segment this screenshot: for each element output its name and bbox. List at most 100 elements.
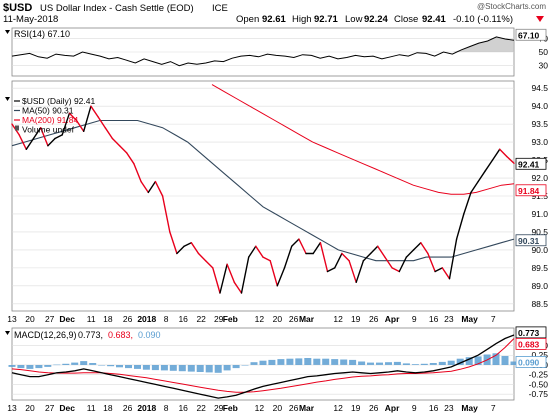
macd-histogram-bar [492, 353, 500, 365]
x-tick-label: 12 [333, 403, 343, 413]
tick-label: 89.5 [531, 263, 548, 273]
price-segment [441, 267, 451, 280]
macd-histogram-bar [89, 363, 97, 365]
x-tick-label: 18 [103, 314, 113, 324]
tick-label: 93.5 [531, 119, 548, 129]
ma200-last-value-box [515, 184, 547, 197]
x-tick-label: Apr [385, 403, 400, 413]
macd-signal-line [11, 338, 515, 393]
x-tick-label: 16 [429, 403, 439, 413]
price-segment [398, 256, 408, 273]
macd-histogram-bar [134, 365, 141, 369]
x-tick-label: 22 [196, 403, 206, 413]
macd-histogram-bar [438, 361, 446, 365]
x-tick-label: 2018 [137, 403, 156, 413]
x-tick-label: Dec [59, 403, 75, 413]
close-value: 92.41 [422, 14, 446, 25]
instrument-name: US Dollar Index - Cash Settle (EOD) [40, 3, 194, 14]
price-segment [463, 191, 472, 215]
macd-histogram-bar [358, 361, 366, 365]
x-tick-label: 16 [178, 403, 188, 413]
x-tick-label: 13 [7, 314, 17, 324]
tick-label: -0.50 [529, 379, 549, 389]
price-segment [118, 144, 128, 154]
x-tick-label: Feb [223, 314, 238, 324]
price-segment [326, 267, 336, 273]
macd-histogram-bar [98, 365, 106, 366]
price-segment [506, 155, 515, 165]
macd-panel: 0.500.250.00-0.25-0.50-0.75MACD(12,26,9)… [5, 326, 549, 401]
x-tick-label: 20 [25, 314, 35, 324]
macd-histogram-bar [178, 365, 186, 372]
price-segment [348, 260, 357, 283]
macd-histogram-bar [313, 358, 321, 365]
x-tick-label: Apr [385, 314, 400, 324]
legend-entry: Volume undef [22, 125, 75, 135]
tick-label: 50 [539, 47, 549, 57]
macd-histogram-bar [196, 365, 204, 372]
price-segment [97, 116, 106, 129]
low-value: 92.24 [364, 14, 388, 25]
price-last-value: 92.41 [518, 159, 540, 169]
macd-legend-signal: 0.683, [108, 330, 133, 340]
ma50-last-value: 90.31 [518, 236, 540, 246]
x-tick-label: 8 [164, 403, 169, 413]
price-segment [226, 263, 236, 283]
macd-legend-label: MACD(12,26,9) [14, 330, 77, 340]
rsi-fill-area [452, 36, 514, 52]
x-tick-label: 26 [123, 403, 133, 413]
high-label: High [292, 14, 312, 25]
macd-histogram-bar [465, 357, 473, 365]
price-segment [104, 126, 114, 140]
macd-legend-hist: 0.090 [138, 330, 161, 340]
x-tick-label: 9 [412, 314, 417, 324]
ma50-last-value-box [515, 234, 547, 247]
price-segment [40, 126, 49, 147]
x-tick-label: 11 [87, 403, 96, 413]
macd-line [11, 334, 515, 399]
macd-histogram-bar [367, 362, 374, 365]
macd-histogram-bar [44, 365, 52, 367]
macd-histogram-bar [268, 359, 276, 365]
caret-down-icon [5, 97, 10, 101]
rsi-line [11, 36, 515, 67]
macd-histogram-bar [429, 363, 437, 365]
macd-histogram-bar [26, 365, 34, 369]
x-tick-label: 26 [369, 314, 379, 324]
tick-label: 30 [539, 61, 549, 71]
change-value: -0.10 (-0.11%) [453, 14, 513, 25]
x-tick-label: Feb [223, 403, 238, 413]
x-tick-label: 12 [255, 314, 265, 324]
x-tick-label: 27 [45, 403, 55, 413]
macd-histogram-bar [8, 365, 16, 367]
price-segment [233, 281, 243, 294]
macd-histogram-bar [340, 359, 348, 365]
price-segment [212, 267, 221, 294]
price-segment [391, 267, 400, 273]
price-segment [362, 252, 372, 262]
x-tick-label: 9 [412, 403, 417, 413]
price-segment [204, 260, 214, 269]
x-tick-label: 19 [351, 314, 361, 324]
price-segment [470, 180, 479, 194]
price-segment [47, 137, 56, 147]
macd-histogram-bar [277, 359, 285, 365]
price-segment [434, 267, 443, 273]
x-tick-label: 12 [333, 314, 343, 324]
x-tick-label: 7 [491, 314, 496, 324]
price-segment [183, 241, 193, 248]
x-tick-label: 18 [103, 403, 113, 413]
price-segment [82, 105, 92, 133]
macd-histogram-bar [456, 358, 464, 365]
price-segment [477, 170, 486, 183]
price-segment [176, 245, 185, 255]
hist-last-value: 0.090 [518, 357, 540, 367]
price-segment [111, 137, 121, 147]
tick-label: 91.0 [531, 209, 548, 219]
macd-histogram-bar [62, 363, 70, 365]
ma200-line [211, 84, 515, 195]
macd-histogram-bar [160, 365, 168, 371]
price-segment [161, 195, 171, 233]
legend-entry: MA(200) 91.84 [22, 115, 78, 125]
